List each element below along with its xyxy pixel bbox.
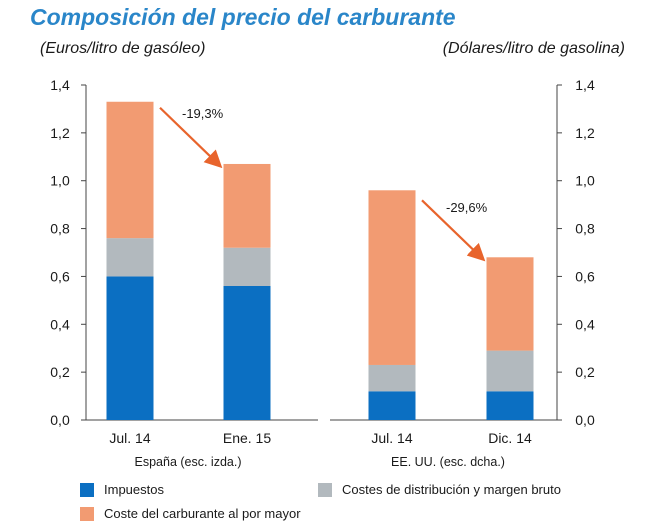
left-y-tick-label: 0,6 [50,268,70,284]
x-tick-label: Jul. 14 [371,430,412,446]
right-y-tick-label: 0,0 [575,412,595,428]
bar-segment-eeuu-2-s1 [486,391,534,420]
bar-segment-espana-1-s1 [106,276,154,420]
x-tick-label: Ene. 15 [223,430,271,446]
right-axis-unit: (Dólares/litro de gasolina) [442,40,625,57]
left-y-tick-label: 1,2 [50,125,70,141]
chart-title: Composición del precio del carburante [30,4,456,30]
right-y-tick-label: 0,6 [575,268,595,284]
left-y-tick-label: 0,4 [50,316,70,332]
bar-segment-eeuu-2-s2 [486,350,534,392]
change-annotation: -19,3% [182,106,224,121]
right-y-tick-label: 0,8 [575,221,595,237]
bar-segment-espana-1-s3 [106,101,154,239]
left-y-tick-label: 0,8 [50,221,70,237]
right-y-tick-label: 1,4 [575,77,595,93]
change-annotation: -29,6% [446,200,488,215]
left-y-tick-label: 0,0 [50,412,70,428]
group-label: EE. UU. (esc. dcha.) [391,455,505,469]
change-arrow [421,199,486,262]
left-axis-unit: (Euros/litro de gasóleo) [40,40,206,57]
x-tick-label: Jul. 14 [109,430,150,446]
right-y-tick-label: 0,4 [575,316,595,332]
bar-segment-eeuu-2-s3 [486,257,534,351]
bar-segment-espana-1-s2 [106,238,154,277]
right-y-tick-label: 1,0 [575,173,595,189]
left-y-tick-label: 1,4 [50,77,70,93]
left-y-tick-label: 1,0 [50,173,70,189]
x-tick-label: Dic. 14 [488,430,532,446]
right-y-tick-label: 0,2 [575,364,595,380]
bar-segment-espana-2-s3 [223,163,271,248]
bar-segment-espana-2-s2 [223,247,271,286]
change-arrow [159,106,223,169]
bar-segment-espana-2-s1 [223,286,271,420]
left-y-tick-label: 0,2 [50,364,70,380]
bar-segment-eeuu-1-s1 [368,391,416,420]
bar-segment-eeuu-1-s3 [368,190,416,365]
bar-segment-eeuu-1-s2 [368,364,416,392]
right-y-tick-label: 1,2 [575,125,595,141]
group-label: España (esc. izda.) [135,455,242,469]
